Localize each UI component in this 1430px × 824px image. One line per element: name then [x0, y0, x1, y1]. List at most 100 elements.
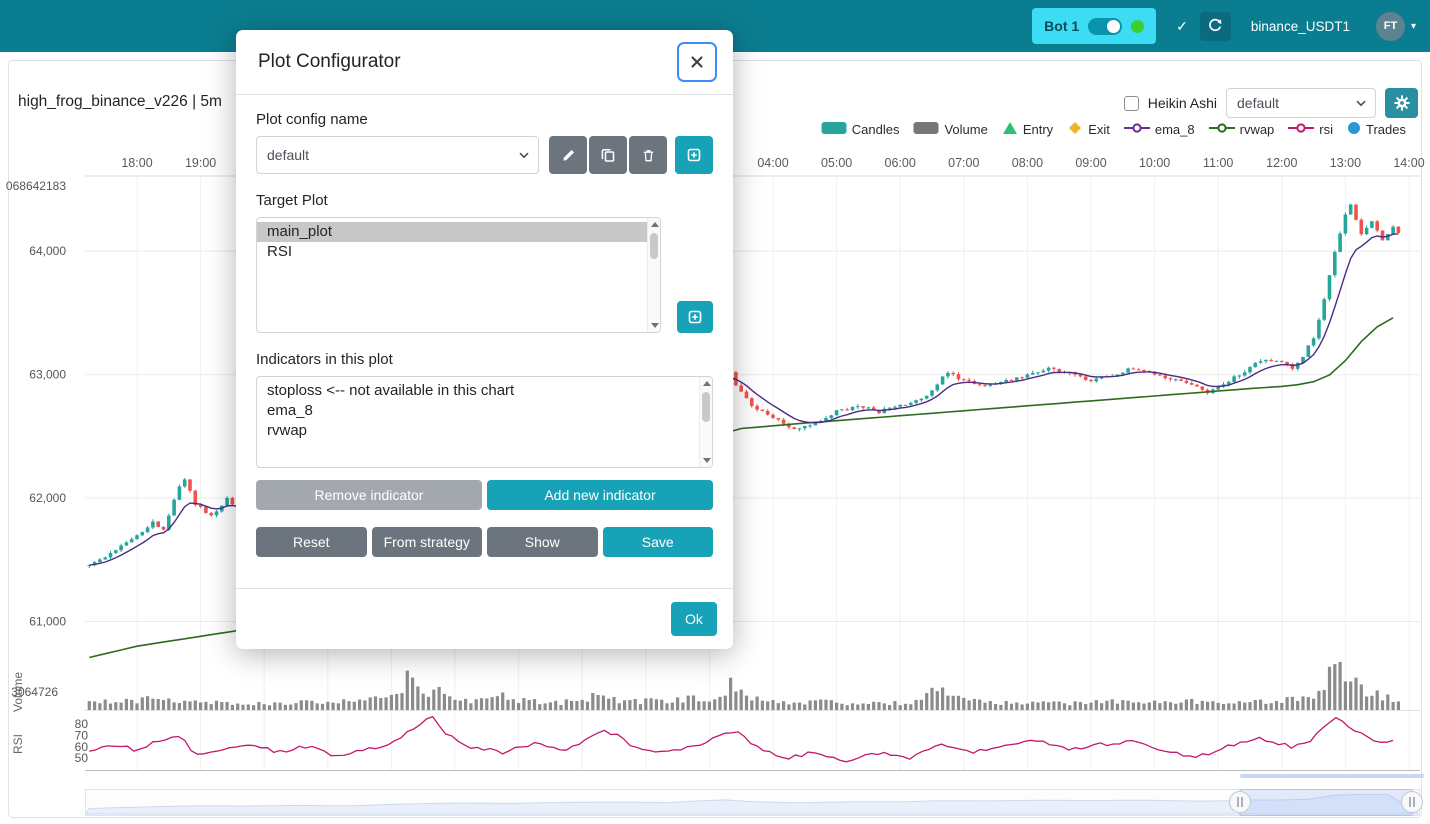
reset-button[interactable]: Reset: [256, 527, 367, 557]
scrollbar-thumb[interactable]: [650, 233, 658, 259]
legend-label: Candles: [851, 122, 900, 137]
duplicate-config-button[interactable]: [589, 136, 627, 174]
check-icon[interactable]: ✓: [1176, 17, 1188, 34]
legend-item-trades[interactable]: Trades: [1347, 121, 1406, 138]
modal-header: Plot Configurator: [236, 30, 733, 95]
svg-text:60: 60: [75, 740, 89, 754]
plot-config-name-label: Plot config name: [256, 111, 368, 128]
target-plot-option[interactable]: RSI: [267, 243, 293, 260]
scroll-down-arrow[interactable]: [651, 323, 659, 328]
close-button[interactable]: [677, 42, 717, 82]
legend-item-exit[interactable]: Exit: [1067, 121, 1110, 138]
modal-body: Plot config name default: [236, 95, 733, 588]
rect-icon: [821, 121, 847, 138]
svg-text:19:00: 19:00: [185, 156, 216, 170]
rect-icon: [913, 121, 939, 138]
legend-item-rsi[interactable]: rsi: [1288, 121, 1333, 138]
legend-label: Entry: [1022, 122, 1054, 137]
svg-text:13:00: 13:00: [1330, 156, 1361, 170]
target-plot-list[interactable]: main_plot RSI: [256, 217, 661, 333]
plot-config-select[interactable]: default: [1226, 88, 1376, 118]
svg-text:18:00: 18:00: [121, 156, 152, 170]
scrollbar[interactable]: [647, 218, 660, 332]
close-icon: [691, 56, 703, 68]
svg-text:64,000: 64,000: [29, 244, 66, 258]
remove-indicator-button[interactable]: Remove indicator: [256, 480, 482, 510]
svg-text:61,000: 61,000: [29, 614, 66, 628]
heikin-ashi-checkbox[interactable]: [1123, 95, 1139, 111]
plot-config-select-value: default: [1237, 95, 1280, 111]
datazoom-data-shadow: [85, 793, 1421, 815]
indicators-label: Indicators in this plot: [256, 351, 393, 368]
svg-text:12:00: 12:00: [1266, 156, 1297, 170]
avatar[interactable]: FT: [1375, 11, 1405, 41]
svg-text:09:00: 09:00: [1075, 156, 1106, 170]
scrollbar-thumb[interactable]: [702, 392, 710, 422]
add-indicator-button[interactable]: Add new indicator: [487, 480, 713, 510]
indicator-actions-row: Remove indicator Add new indicator: [256, 480, 713, 510]
config-name-row: default: [256, 136, 713, 174]
gear-button[interactable]: [1385, 88, 1418, 118]
indicator-option[interactable]: ema_8: [267, 402, 313, 419]
svg-text:07:00: 07:00: [948, 156, 979, 170]
from-strategy-button[interactable]: From strategy: [371, 527, 482, 557]
show-button[interactable]: Show: [487, 527, 598, 557]
svg-text:05:00: 05:00: [821, 156, 852, 170]
svg-text:10:00: 10:00: [1139, 156, 1170, 170]
refresh-icon: [1209, 18, 1222, 32]
datazoom-left-handle[interactable]: [1229, 791, 1251, 813]
target-plot-label: Target Plot: [256, 192, 328, 209]
scrollbar[interactable]: [699, 377, 712, 467]
add-config-button[interactable]: [675, 136, 713, 174]
svg-text:70: 70: [75, 728, 89, 742]
ok-button[interactable]: Ok: [671, 602, 717, 636]
svg-text:Volume: Volume: [11, 672, 25, 712]
legend-item-volume[interactable]: Volume: [913, 121, 988, 138]
legend-label: ema_8: [1154, 122, 1195, 137]
legend-item-rvwap[interactable]: rvwap: [1208, 121, 1274, 138]
indicator-option[interactable]: stoploss <-- not available in this chart: [267, 382, 515, 399]
edit-config-button[interactable]: [549, 136, 587, 174]
svg-text:06:00: 06:00: [885, 156, 916, 170]
target-plot-option[interactable]: main_plot: [257, 222, 647, 242]
chart-title: high_frog_binance_v226 | 5m: [18, 93, 222, 110]
bot-toggle[interactable]: [1088, 17, 1123, 35]
datazoom-right-handle[interactable]: [1401, 791, 1423, 813]
legend-item-ema_8[interactable]: ema_8: [1123, 121, 1195, 138]
legend-label: Exit: [1088, 122, 1110, 137]
legend-item-candles[interactable]: Candles: [821, 121, 900, 138]
chart-legend: Candles Volume Entry Exit ema_8 rvwap rsi Trade…: [821, 121, 1406, 138]
config-name-select[interactable]: default: [256, 136, 539, 174]
avatar-initials: FT: [1383, 20, 1398, 32]
svg-text:62,000: 62,000: [29, 491, 66, 505]
legend-label: Trades: [1366, 122, 1406, 137]
save-button[interactable]: Save: [602, 527, 713, 557]
heikin-ashi-label: Heikin Ashi: [1147, 95, 1217, 111]
indicators-list[interactable]: stoploss <-- not available in this chart…: [256, 376, 713, 468]
line-icon: [1123, 121, 1150, 138]
gear-icon: [1393, 95, 1410, 111]
config-actions-row: Reset From strategy Show Save: [256, 527, 713, 557]
chart-controls: Heikin Ashi default: [1123, 88, 1418, 118]
scroll-up-arrow[interactable]: [703, 381, 711, 386]
target-plot-row: main_plot RSI: [256, 217, 713, 333]
horizontal-scrollbar[interactable]: [1240, 774, 1424, 778]
svg-text:50: 50: [75, 751, 89, 765]
legend-item-entry[interactable]: Entry: [1002, 121, 1053, 138]
scroll-up-arrow[interactable]: [651, 222, 659, 227]
indicator-option[interactable]: rvwap: [267, 422, 308, 439]
svg-text:068642183: 068642183: [6, 179, 66, 193]
chevron-down-icon[interactable]: ▾: [1410, 20, 1416, 32]
pencil-icon: [562, 149, 574, 161]
bot-selector[interactable]: Bot 1: [1032, 8, 1157, 44]
svg-text:08:00: 08:00: [1012, 156, 1043, 170]
refresh-button[interactable]: [1199, 11, 1231, 41]
chevron-down-icon: [519, 152, 529, 159]
datazoom-window[interactable]: [1239, 789, 1413, 816]
delete-config-button[interactable]: [629, 136, 667, 174]
legend-label: Volume: [944, 122, 988, 137]
copy-icon: [601, 149, 615, 162]
svg-text:63,000: 63,000: [29, 368, 66, 382]
add-plot-button[interactable]: [677, 301, 713, 333]
scroll-down-arrow[interactable]: [703, 458, 711, 463]
